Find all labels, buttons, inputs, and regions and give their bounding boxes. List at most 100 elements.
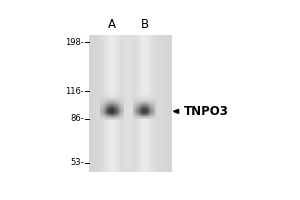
Bar [119, 115, 120, 116]
Bar [141, 96, 142, 97]
Bar [143, 96, 145, 97]
Bar [103, 114, 104, 115]
Bar [114, 110, 116, 111]
Bar [137, 101, 139, 102]
Bar [118, 99, 119, 100]
Bar [107, 35, 108, 172]
Bar [120, 118, 121, 119]
Bar [110, 98, 111, 99]
Bar [153, 113, 154, 114]
Bar [140, 114, 141, 115]
Bar [101, 35, 102, 172]
Bar [120, 111, 121, 112]
Bar [155, 99, 156, 100]
Bar [112, 103, 113, 104]
Bar [105, 93, 106, 94]
Bar [171, 35, 172, 172]
Bar [111, 112, 112, 113]
Bar [115, 35, 116, 172]
Bar [149, 94, 150, 95]
Bar [118, 106, 119, 107]
Bar [102, 35, 103, 172]
Bar [141, 102, 142, 103]
Bar [120, 117, 121, 118]
Bar [104, 35, 105, 172]
Bar [145, 109, 146, 110]
Bar [145, 115, 146, 116]
Bar [101, 114, 103, 115]
Bar [169, 35, 170, 172]
Bar [104, 113, 105, 114]
Bar [135, 107, 136, 108]
Bar [147, 101, 148, 102]
Bar [114, 106, 116, 107]
Bar [113, 91, 114, 92]
Bar [110, 102, 111, 103]
Bar [101, 108, 103, 109]
Bar [119, 108, 120, 109]
Bar [136, 96, 137, 97]
Bar [152, 104, 153, 105]
Bar [149, 106, 150, 107]
Bar [150, 100, 152, 101]
Bar [105, 118, 106, 119]
Bar [119, 112, 120, 113]
Bar [118, 117, 119, 118]
Bar [135, 115, 136, 116]
Bar [118, 110, 119, 111]
Bar [117, 107, 118, 108]
Bar [100, 35, 101, 172]
Bar [105, 35, 106, 172]
Bar [140, 117, 141, 118]
Bar [120, 101, 121, 102]
Bar [154, 114, 155, 115]
Bar [110, 118, 111, 119]
Bar [134, 97, 135, 98]
Bar [147, 112, 148, 113]
Bar [108, 104, 110, 105]
Bar [142, 110, 143, 111]
Bar [114, 113, 116, 114]
Bar [150, 102, 152, 103]
Bar [111, 110, 112, 111]
Bar [139, 107, 140, 108]
Bar [143, 110, 145, 111]
Bar [149, 117, 150, 118]
Bar [125, 35, 126, 172]
Bar [110, 119, 111, 120]
Bar [141, 93, 142, 94]
Bar [106, 118, 107, 119]
Bar [120, 94, 121, 95]
Bar [104, 119, 105, 120]
Bar [137, 103, 139, 104]
Bar [110, 108, 111, 109]
Bar [112, 106, 113, 107]
Bar [139, 116, 140, 117]
Bar [136, 105, 137, 106]
Bar [134, 117, 135, 118]
Bar [140, 96, 141, 97]
Bar [113, 105, 114, 106]
Bar [114, 107, 116, 108]
Bar [153, 104, 154, 105]
Bar [110, 115, 111, 116]
Bar [96, 35, 97, 172]
Bar [141, 115, 142, 116]
Bar [104, 116, 105, 117]
Bar [139, 102, 140, 103]
Bar [104, 108, 105, 109]
Bar [153, 100, 154, 101]
Bar [103, 111, 104, 112]
Bar [111, 104, 112, 105]
Bar [136, 108, 137, 109]
Bar [121, 113, 122, 114]
Bar [110, 114, 111, 115]
Bar [141, 113, 142, 114]
Bar [110, 104, 111, 105]
Bar [152, 118, 153, 119]
Bar [133, 109, 134, 110]
Bar [150, 111, 152, 112]
Bar [150, 95, 152, 96]
Bar [136, 115, 137, 116]
Bar [108, 113, 110, 114]
